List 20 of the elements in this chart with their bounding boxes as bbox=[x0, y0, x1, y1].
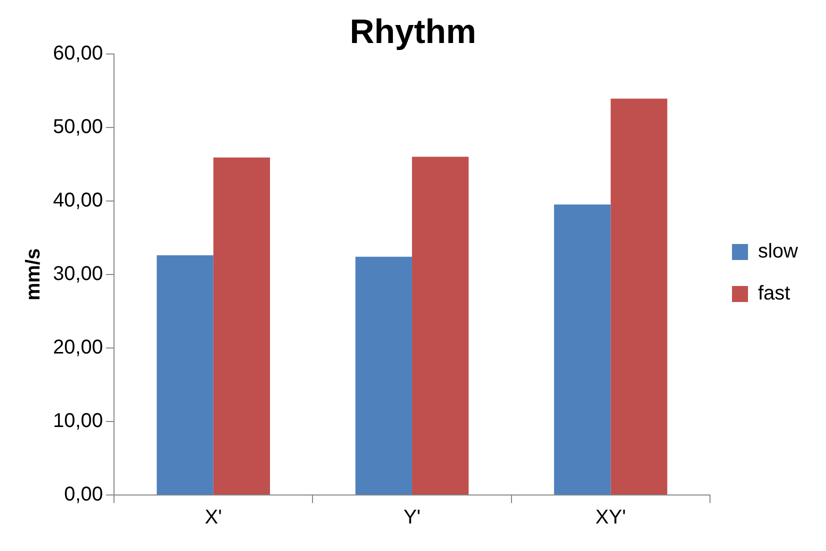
bar bbox=[554, 204, 611, 494]
chart-title: Rhythm bbox=[350, 12, 476, 51]
y-tick-label: 50,00 bbox=[52, 116, 104, 138]
bar bbox=[156, 255, 214, 494]
bar bbox=[412, 156, 469, 494]
bar bbox=[610, 98, 668, 494]
legend-label: fast bbox=[758, 282, 791, 305]
y-tick-label: 40,00 bbox=[52, 189, 104, 212]
bar bbox=[355, 256, 412, 494]
y-tick-label: 60,00 bbox=[52, 42, 104, 64]
y-tick-label: 30,00 bbox=[52, 262, 104, 285]
legend-label: slow bbox=[758, 240, 799, 263]
x-tick-label: X' bbox=[204, 506, 222, 529]
y-tick-label: 10,00 bbox=[52, 410, 104, 432]
y-tick-label: 20,00 bbox=[52, 336, 104, 358]
y-tick-label: 0,00 bbox=[64, 484, 104, 506]
y-axis-title: mm/s bbox=[22, 248, 45, 301]
x-tick-label: Y' bbox=[403, 506, 421, 529]
x-tick-label: XY' bbox=[595, 506, 626, 529]
bar bbox=[213, 157, 270, 494]
